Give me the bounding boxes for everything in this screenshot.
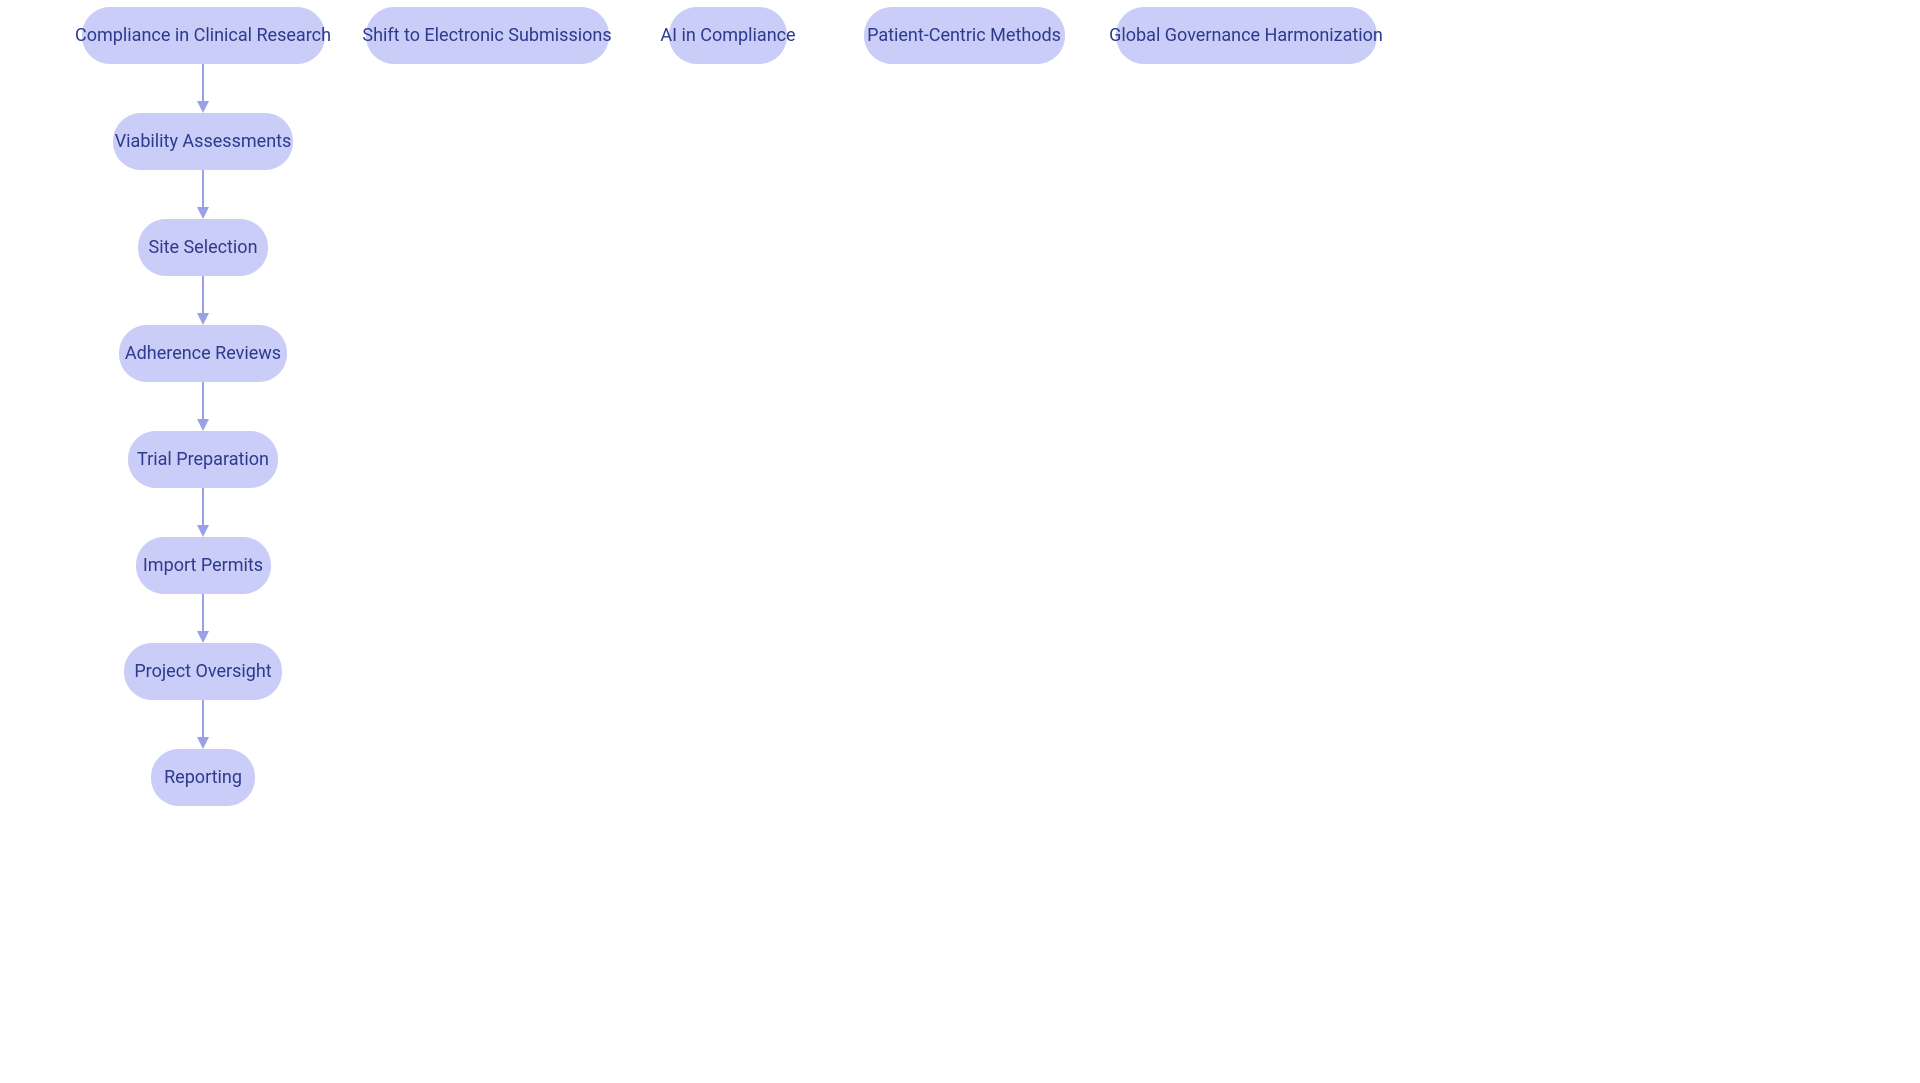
node-label: Trial Preparation <box>137 449 269 470</box>
node-label: AI in Compliance <box>660 25 795 46</box>
node-label: Shift to Electronic Submissions <box>362 25 611 46</box>
node-adherence-reviews: Adherence Reviews <box>119 325 287 382</box>
edge-arrowhead <box>197 631 209 643</box>
node-label: Import Permits <box>143 555 263 576</box>
node-label: Viability Assessments <box>115 131 292 152</box>
node-label: Patient-Centric Methods <box>867 25 1061 46</box>
edge-arrowhead <box>197 207 209 219</box>
node-project-oversight: Project Oversight <box>124 643 282 700</box>
edge-line <box>202 64 204 101</box>
node-compliance-clinical-research: Compliance in Clinical Research <box>82 7 325 64</box>
node-trial-preparation: Trial Preparation <box>128 431 278 488</box>
node-import-permits: Import Permits <box>136 537 271 594</box>
edge-line <box>202 700 204 737</box>
edge-arrowhead <box>197 101 209 113</box>
node-label: Global Governance Harmonization <box>1109 25 1383 46</box>
node-label: Project Oversight <box>134 661 271 682</box>
node-patient-centric-methods: Patient-Centric Methods <box>864 7 1065 64</box>
edge-arrowhead <box>197 313 209 325</box>
node-label: Compliance in Clinical Research <box>75 25 331 46</box>
node-shift-electronic-submissions: Shift to Electronic Submissions <box>366 7 609 64</box>
edge-arrowhead <box>197 737 209 749</box>
node-site-selection: Site Selection <box>138 219 268 276</box>
edge-line <box>202 276 204 313</box>
node-label: Adherence Reviews <box>125 343 281 364</box>
edge-line <box>202 488 204 525</box>
edge-line <box>202 594 204 631</box>
edge-line <box>202 170 204 207</box>
edge-line <box>202 382 204 419</box>
node-global-governance: Global Governance Harmonization <box>1116 7 1377 64</box>
node-ai-in-compliance: AI in Compliance <box>669 7 787 64</box>
node-reporting: Reporting <box>151 749 255 806</box>
edge-arrowhead <box>197 419 209 431</box>
node-viability-assessments: Viability Assessments <box>113 113 293 170</box>
edge-arrowhead <box>197 525 209 537</box>
node-label: Site Selection <box>149 237 258 258</box>
node-label: Reporting <box>164 767 242 788</box>
